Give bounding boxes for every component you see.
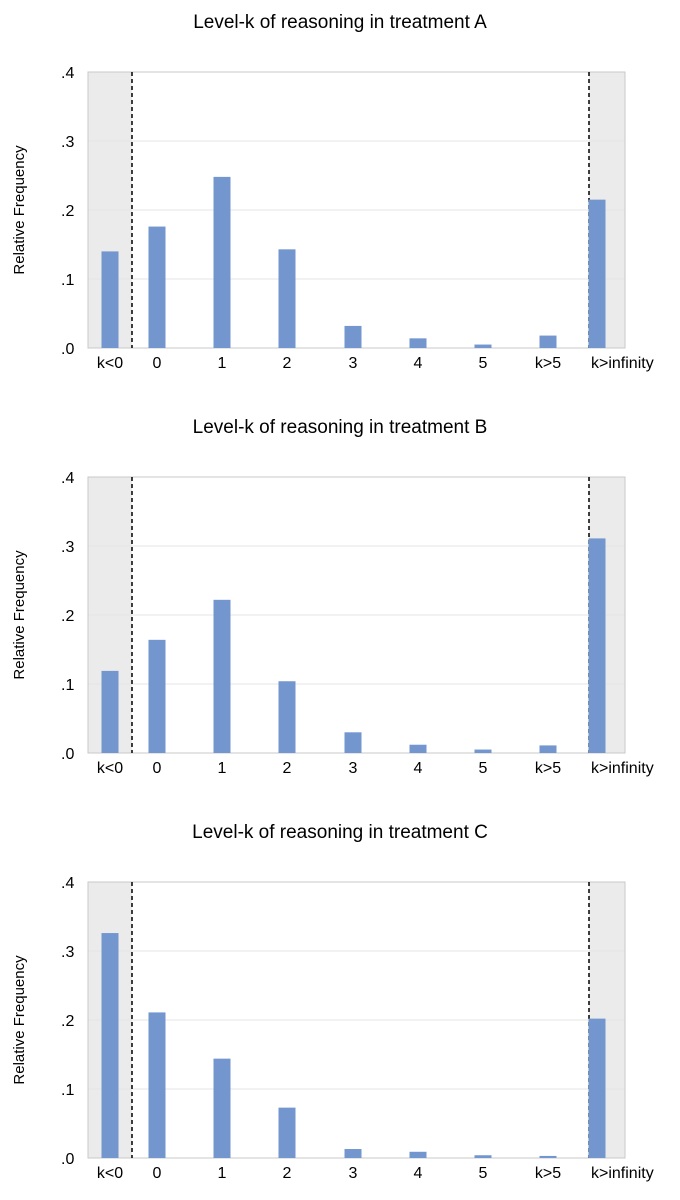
x-tick-label: k>infinity <box>591 1165 654 1182</box>
x-tick-label: k>infinity <box>591 760 654 777</box>
bar <box>213 1058 231 1158</box>
bar <box>409 744 427 753</box>
chart-panel-a: .0 .1 .2 .3 .4 k<0 0 1 2 3 4 5 k>5 k>infinity Level-k … <box>0 0 680 390</box>
x-tick-label: 4 <box>414 760 423 777</box>
x-tick-label: k>5 <box>535 355 561 372</box>
bar <box>344 1149 362 1158</box>
x-tick-label: 4 <box>414 355 423 372</box>
x-tick-label: 0 <box>153 1165 162 1182</box>
chart-svg-c: .0 .1 .2 .3 .4 k<0 0 1 2 3 4 5 k>5 k>infinity Level-k … <box>11 822 654 1182</box>
y-tick-label: .3 <box>61 944 74 961</box>
chart-panel-c: .0 .1 .2 .3 .4 k<0 0 1 2 3 4 5 k>5 k>infinity Level-k … <box>0 810 680 1200</box>
x-tick-label: k>5 <box>535 760 561 777</box>
x-tick-label: 3 <box>349 355 358 372</box>
y-tick-label: .4 <box>61 875 74 892</box>
y-tick-label: .4 <box>61 65 74 82</box>
y-tick-label: .3 <box>61 539 74 556</box>
x-tick-label: 2 <box>283 355 292 372</box>
y-tick-label: .0 <box>61 746 74 763</box>
bar <box>213 176 231 348</box>
y-tick-label: .3 <box>61 134 74 151</box>
chart-svg-b: .0 .1 .2 .3 .4 k<0 0 1 2 3 4 5 k>5 k>infinity Level-k … <box>11 417 654 777</box>
bar <box>101 251 119 348</box>
x-tick-label: k>5 <box>535 1165 561 1182</box>
bar <box>539 335 557 348</box>
y-axis-label: Relative Frequency <box>11 955 28 1085</box>
x-tick-label: 1 <box>218 760 227 777</box>
bar <box>148 639 166 753</box>
bar <box>474 749 492 753</box>
x-tick-label: k<0 <box>97 760 123 777</box>
chart-svg-a: .0 .1 .2 .3 .4 k<0 0 1 2 3 4 5 k>5 k>infinity Level-k … <box>11 12 654 372</box>
bar <box>588 538 606 753</box>
bar <box>588 199 606 348</box>
x-tick-label: k<0 <box>97 1165 123 1182</box>
chart-title: Level-k of reasoning in treatment B <box>193 417 488 438</box>
bar <box>278 249 296 348</box>
y-tick-label: .4 <box>61 470 74 487</box>
bar <box>539 1155 557 1158</box>
bar <box>409 1151 427 1158</box>
x-tick-label: 5 <box>479 355 488 372</box>
x-tick-label: 0 <box>153 355 162 372</box>
y-tick-label: .2 <box>61 608 74 625</box>
x-tick-label: 5 <box>479 1165 488 1182</box>
x-tick-label: 4 <box>414 1165 423 1182</box>
chart-title: Level-k of reasoning in treatment A <box>193 12 487 33</box>
x-tick-label: 3 <box>349 760 358 777</box>
y-tick-label: .2 <box>61 1013 74 1030</box>
x-tick-label: 3 <box>349 1165 358 1182</box>
bar <box>278 681 296 753</box>
chart-panel-b: .0 .1 .2 .3 .4 k<0 0 1 2 3 4 5 k>5 k>infinity Level-k … <box>0 405 680 795</box>
y-tick-label: .2 <box>61 203 74 220</box>
bar <box>588 1018 606 1158</box>
bar <box>101 933 119 1158</box>
bar <box>101 670 119 753</box>
x-tick-label: 2 <box>283 760 292 777</box>
y-axis-label: Relative Frequency <box>11 145 28 275</box>
bar <box>474 1155 492 1158</box>
bar <box>148 226 166 348</box>
x-tick-label: 0 <box>153 760 162 777</box>
x-tick-label: 1 <box>218 355 227 372</box>
bar <box>539 745 557 753</box>
y-tick-label: .0 <box>61 341 74 358</box>
bar <box>278 1107 296 1158</box>
y-tick-label: .1 <box>61 1082 74 1099</box>
bar <box>344 325 362 348</box>
bar <box>409 338 427 348</box>
y-tick-label: .0 <box>61 1151 74 1168</box>
bar <box>474 344 492 348</box>
bar <box>213 599 231 753</box>
bar <box>344 732 362 753</box>
x-tick-label: 5 <box>479 760 488 777</box>
y-tick-label: .1 <box>61 272 74 289</box>
y-tick-label: .1 <box>61 677 74 694</box>
x-tick-label: k>infinity <box>591 355 654 372</box>
bar <box>148 1012 166 1158</box>
chart-title: Level-k of reasoning in treatment C <box>192 822 488 843</box>
y-axis-label: Relative Frequency <box>11 550 28 680</box>
x-tick-label: 1 <box>218 1165 227 1182</box>
x-tick-label: 2 <box>283 1165 292 1182</box>
x-tick-label: k<0 <box>97 355 123 372</box>
